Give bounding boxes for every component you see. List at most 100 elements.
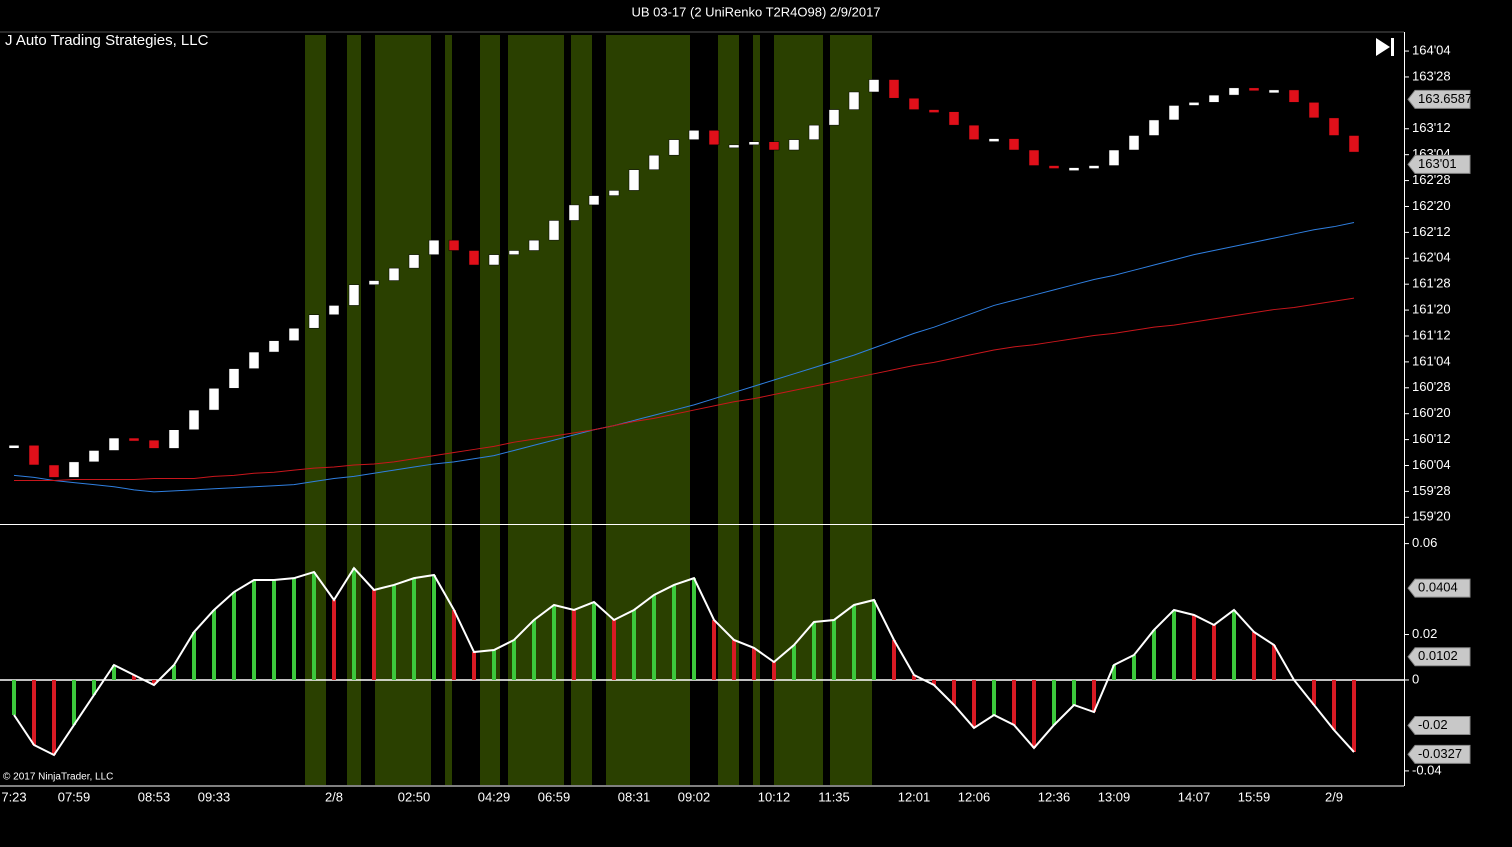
renko-brick (368, 280, 380, 285)
x-tick-label: 14:07 (1178, 789, 1211, 804)
renko-brick (988, 138, 1000, 142)
x-tick-label: 13:09 (1098, 789, 1131, 804)
session-band (375, 35, 431, 785)
y-tick-label: 164'04 (1412, 42, 1451, 57)
renko-brick (488, 254, 500, 266)
renko-brick (508, 250, 520, 255)
renko-brick (28, 445, 40, 466)
renko-brick (248, 351, 260, 369)
session-band (305, 35, 326, 785)
oscillator-line (13, 566, 1355, 757)
renko-brick (828, 109, 840, 126)
x-tick-label: 08:31 (618, 789, 651, 804)
renko-brick (568, 204, 580, 221)
renko-brick (408, 254, 420, 269)
renko-brick (1328, 117, 1340, 136)
renko-brick (528, 239, 540, 251)
x-tick-label: 07:59 (58, 789, 91, 804)
value-tag (1407, 647, 1471, 667)
value-tag-label: -0.02 (1418, 717, 1448, 732)
y-tick-label: 159'20 (1412, 509, 1451, 524)
value-tag-label: 163.65879 (1418, 91, 1479, 106)
renko-brick (628, 169, 640, 191)
renko-brick (468, 250, 480, 266)
x-tick-label: 15:59 (1238, 789, 1271, 804)
moving-average (13, 222, 1355, 493)
renko-brick (948, 111, 960, 126)
x-tick-label: 2/9 (1325, 789, 1343, 804)
y-tick-label: -0.04 (1412, 762, 1442, 777)
x-tick-label: 04:29 (478, 789, 511, 804)
x-tick-label: 06:59 (538, 789, 571, 804)
y-tick-label: 162'12 (1412, 224, 1451, 239)
renko-brick (388, 267, 400, 281)
session-band (753, 35, 760, 785)
renko-brick (728, 144, 740, 149)
renko-brick (588, 195, 600, 206)
x-tick-label: 09:33 (198, 789, 231, 804)
x-tick-label: 11:35 (818, 789, 850, 804)
y-tick-label: 163'12 (1412, 120, 1451, 135)
x-tick-label: 02:50 (398, 789, 431, 804)
renko-brick (808, 124, 820, 140)
renko-brick (1348, 135, 1360, 153)
play-icon-bar[interactable] (1391, 38, 1394, 56)
renko-brick (428, 239, 440, 255)
renko-brick (1088, 165, 1100, 169)
renko-brick (1068, 167, 1080, 171)
renko-brick (888, 79, 900, 99)
renko-brick (208, 388, 220, 411)
value-tag (1407, 89, 1471, 109)
renko-brick (748, 141, 760, 146)
renko-brick (148, 439, 160, 449)
renko-brick (1048, 165, 1060, 169)
renko-brick (108, 437, 120, 451)
session-band (445, 35, 452, 785)
renko-brick (1148, 119, 1160, 136)
renko-brick (1288, 89, 1300, 103)
y-tick-label: 160'20 (1412, 405, 1451, 420)
renko-brick (908, 97, 920, 110)
play-icon[interactable] (1376, 38, 1390, 56)
renko-brick (228, 368, 240, 389)
y-tick-label: 159'28 (1412, 483, 1451, 498)
y-tick-label: 0 (1412, 671, 1419, 686)
value-tag (1407, 578, 1471, 598)
renko-brick (708, 130, 720, 146)
x-tick-label: 2/8 (325, 789, 343, 804)
y-tick-label: 160'12 (1412, 431, 1451, 446)
renko-brick (1188, 102, 1200, 106)
renko-brick (1248, 87, 1260, 92)
renko-brick (348, 284, 360, 306)
renko-brick (648, 154, 660, 170)
chart-title: UB 03-17 (2 UniRenko T2R4O98) 2/9/2017 (631, 4, 880, 19)
renko-brick (788, 139, 800, 151)
x-tick-label: 09:02 (678, 789, 711, 804)
y-tick-label: 162'20 (1412, 198, 1451, 213)
renko-brick (128, 437, 140, 442)
renko-brick (1108, 149, 1120, 166)
renko-brick (1168, 105, 1180, 121)
renko-brick (8, 445, 20, 449)
value-tag-label: 0.0102 (1418, 648, 1458, 663)
renko-brick (548, 220, 560, 241)
value-tag (1407, 154, 1471, 174)
value-tag (1407, 715, 1471, 735)
renko-brick (188, 409, 200, 431)
session-band (480, 35, 500, 785)
x-tick-label: 12:01 (898, 789, 931, 804)
value-tag-label: 163'01 (1418, 156, 1457, 171)
renko-brick (868, 79, 880, 93)
y-tick-label: 162'28 (1412, 172, 1451, 187)
session-band (571, 35, 592, 785)
scroll-end-button[interactable] (1376, 38, 1394, 56)
renko-brick (668, 139, 680, 156)
renko-brick (328, 305, 340, 315)
renko-brick (928, 109, 940, 113)
renko-brick (288, 327, 300, 341)
renko-brick (1308, 102, 1320, 119)
renko-brick (68, 461, 80, 478)
y-tick-label: 0.06 (1412, 535, 1437, 550)
